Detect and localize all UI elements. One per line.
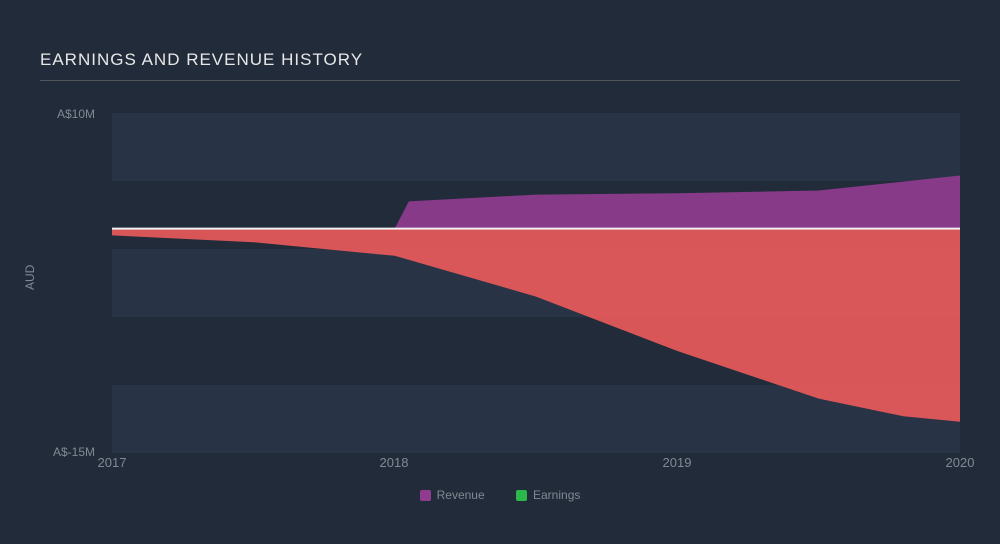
chart-title: EARNINGS AND REVENUE HISTORY <box>40 50 960 81</box>
legend-swatch-earnings <box>516 490 527 501</box>
legend-swatch-revenue <box>420 490 431 501</box>
plot-svg <box>112 113 960 453</box>
y-tick-bottom: A$-15M <box>35 445 95 459</box>
legend-label-revenue: Revenue <box>437 488 485 502</box>
x-tick-2020: 2020 <box>946 455 975 470</box>
x-tick-2019: 2019 <box>663 455 692 470</box>
legend-label-earnings: Earnings <box>533 488 580 502</box>
legend-item-revenue: Revenue <box>420 488 485 502</box>
legend: Revenue Earnings <box>40 488 960 504</box>
y-axis-title: AUD <box>23 265 37 290</box>
plot-region <box>112 113 960 453</box>
chart-container: EARNINGS AND REVENUE HISTORY A$10M A$-15… <box>0 0 1000 544</box>
x-tick-2017: 2017 <box>98 455 127 470</box>
legend-item-earnings: Earnings <box>516 488 580 502</box>
y-tick-top: A$10M <box>35 107 95 121</box>
x-tick-2018: 2018 <box>380 455 409 470</box>
chart-area: A$10M A$-15M AUD 2017 2018 2019 2020 Rev… <box>40 93 960 493</box>
